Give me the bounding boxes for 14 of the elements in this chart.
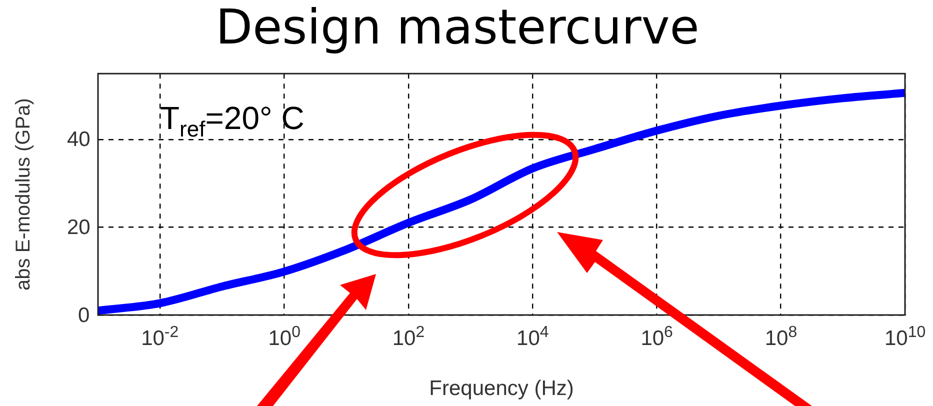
y-tick-label: 20 <box>67 214 90 240</box>
x-tick-label: 10$^{0}$ <box>268 323 300 352</box>
x-axis-title: Frequency (Hz) <box>429 377 574 400</box>
y-tick-label: 40 <box>67 126 90 152</box>
y-axis-title: abs E-modulus (GPa) <box>12 98 35 290</box>
x-tick-label: 10$^{8}$ <box>764 323 798 352</box>
chart-title: Design mastercurve <box>216 0 700 56</box>
x-tick-label: 10$^{4}$ <box>516 323 549 352</box>
y-tick-label: 0 <box>78 302 90 328</box>
x-tick-label: 10$^{-2}$ <box>141 323 179 352</box>
x-tick-label: 10$^{10}$ <box>884 323 926 352</box>
x-tick-label: 10$^{2}$ <box>392 323 425 352</box>
annotation: T$_{ref}$=20° C <box>160 100 304 142</box>
x-tick-label: 10$^{6}$ <box>640 323 673 352</box>
